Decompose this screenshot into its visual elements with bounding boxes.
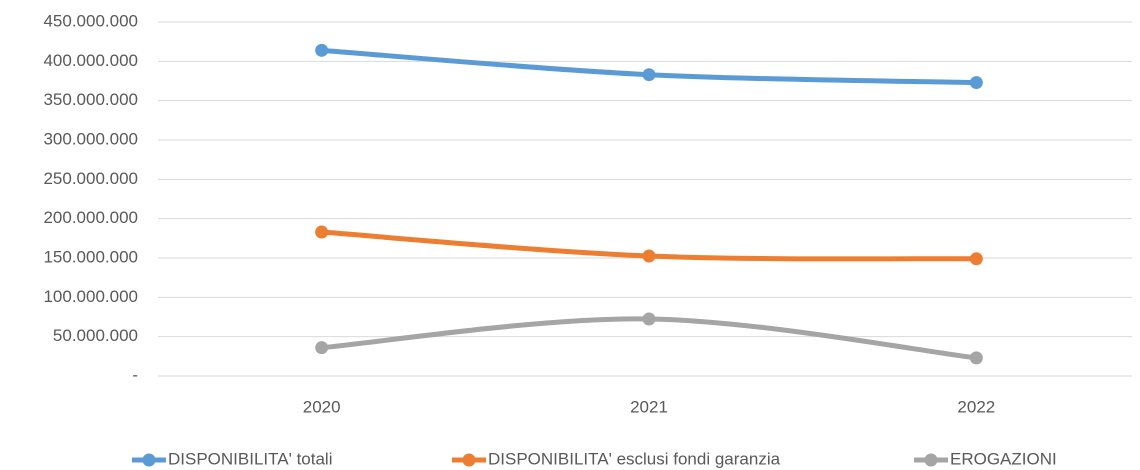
y-tick-label: 200.000.000 — [43, 208, 138, 227]
legend-label: EROGAZIONI — [950, 449, 1057, 468]
y-tick-label: 250.000.000 — [43, 169, 138, 188]
point — [642, 249, 656, 263]
point — [315, 43, 329, 57]
y-tick-label: 150.000.000 — [43, 247, 138, 266]
point — [315, 341, 329, 355]
y-tick-label: 300.000.000 — [43, 129, 138, 148]
point — [642, 68, 656, 82]
y-tick-label: 450.000.000 — [43, 11, 138, 30]
point — [969, 252, 983, 266]
point — [642, 312, 656, 326]
point — [315, 225, 329, 239]
legend-label: DISPONIBILITA' esclusi fondi garanzia — [488, 449, 781, 468]
legend-label: DISPONIBILITA' totali — [168, 449, 332, 468]
x-tick-label: 2020 — [303, 397, 341, 416]
y-tick-label: 400.000.000 — [43, 51, 138, 70]
y-tick-label: 350.000.000 — [43, 90, 138, 109]
point — [969, 76, 983, 90]
y-tick-label: 50.000.000 — [53, 326, 138, 345]
y-tick-label: 100.000.000 — [43, 287, 138, 306]
x-tick-label: 2022 — [957, 397, 995, 416]
legend-marker — [462, 453, 476, 467]
point — [969, 351, 983, 365]
y-tick-label: - — [132, 365, 138, 384]
legend-marker — [924, 453, 938, 467]
legend-marker — [142, 453, 156, 467]
x-tick-label: 2021 — [630, 397, 668, 416]
